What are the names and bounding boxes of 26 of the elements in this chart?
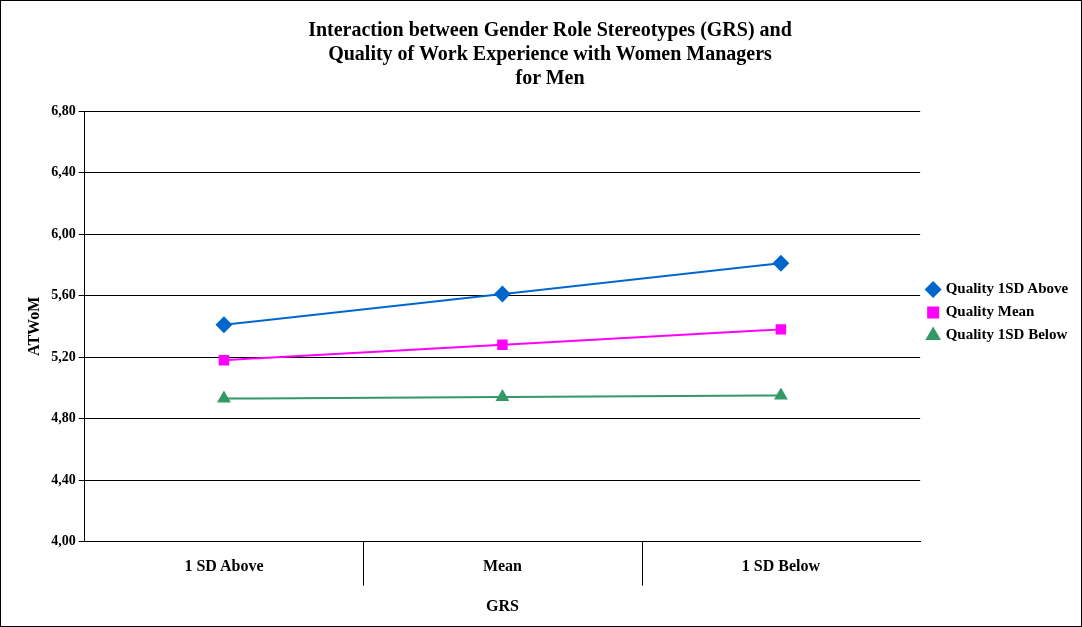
y-tick-label: 5,20	[51, 348, 76, 364]
x-tick-label: 1 SD Below	[741, 557, 821, 575]
point	[215, 316, 232, 333]
point	[494, 286, 511, 303]
x-tick-label: Mean	[482, 557, 523, 575]
y-tick-label: 4,00	[51, 533, 76, 549]
point	[775, 324, 787, 335]
y-tick-label: 5,60	[51, 287, 76, 303]
legend-label: Quality 1SD Below	[945, 326, 1068, 343]
x-tick-label: 1 SD Above	[184, 557, 264, 575]
legend-label: Quality 1SD Above	[945, 280, 1069, 297]
legend-label: Quality Mean	[945, 303, 1036, 320]
y-tick-label: 4,80	[51, 410, 76, 426]
y-tick-label: 6,00	[51, 225, 76, 241]
point	[217, 391, 231, 403]
point	[218, 354, 230, 366]
x-axis-title: GRS	[485, 596, 519, 614]
y-axis-title: ATWoM	[24, 296, 42, 356]
y-tick-label: 6,40	[51, 164, 76, 180]
point	[772, 255, 789, 272]
point	[497, 339, 508, 350]
y-tick-label: 6,80	[51, 102, 76, 118]
point	[496, 390, 509, 402]
chart-title: Interaction between Gender Role Stereotypes (GRS) and Quality of Work Experience with Women Managers for Men	[308, 18, 792, 89]
y-tick-label: 4,40	[51, 471, 76, 487]
point	[774, 388, 788, 400]
